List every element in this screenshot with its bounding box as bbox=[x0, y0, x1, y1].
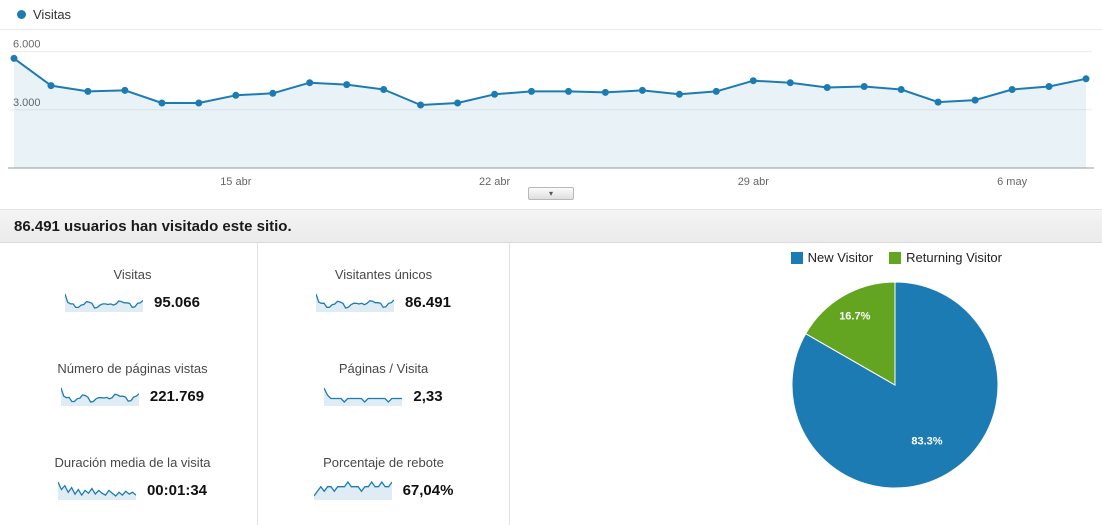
pageviews-sparkline bbox=[60, 387, 139, 406]
metric-label: Número de páginas vistas bbox=[57, 361, 208, 376]
chart-expand-button[interactable]: ▾ bbox=[528, 187, 574, 200]
pie-legend: New Visitor Returning Visitor bbox=[790, 250, 1002, 265]
summary-bar: 86.491 usuarios han visitado este sitio. bbox=[0, 209, 1102, 243]
visits-legend-dot-icon bbox=[17, 10, 26, 19]
metric-label: Páginas / Visita bbox=[338, 361, 429, 376]
visitor-type-pie-block: New Visitor Returning Visitor 83.3% 16.7% bbox=[510, 243, 1102, 492]
svg-text:16.7%: 16.7% bbox=[839, 311, 870, 323]
visits-chart-section: Visitas 3.000 6.000 15 abr 22 abr 29 abr 6 ma… bbox=[0, 0, 1102, 201]
metric-label: Porcentaje de rebote bbox=[323, 455, 444, 470]
metric-label: Visitantes únicos bbox=[334, 267, 433, 282]
metric-pages-per-visit: Páginas / Visita 2,33 bbox=[258, 337, 510, 431]
unique-visitors-sparkline bbox=[316, 293, 395, 312]
new-visitor-swatch-icon bbox=[790, 251, 803, 264]
metric-avg-visit-duration: Duración media de la visita 00:01:34 bbox=[8, 431, 258, 525]
visitor-type-pie-chart: 83.3% 16.7% bbox=[791, 281, 999, 489]
returning-visitor-swatch-icon bbox=[889, 251, 902, 264]
legend-item-returning-visitor: Returning Visitor bbox=[889, 250, 1002, 265]
metric-label: Duración media de la visita bbox=[54, 455, 211, 470]
visits-sparkline bbox=[65, 293, 144, 312]
bounce-rate-sparkline bbox=[313, 480, 392, 500]
metric-unique-visitors: Visitantes únicos 86.491 bbox=[258, 243, 510, 337]
metric-value: 00:01:34 bbox=[146, 481, 208, 499]
chart-legend: Visitas bbox=[0, 0, 1102, 30]
metric-bounce-rate: Porcentaje de rebote 67,04% bbox=[258, 431, 510, 525]
svg-text:29 abr: 29 abr bbox=[738, 176, 770, 188]
metric-value: 86.491 bbox=[405, 293, 451, 311]
metrics-grid: Visitas 95.066 Visitantes únicos 86.491 … bbox=[8, 243, 510, 525]
summary-text: 86.491 usuarios han visitado este sitio. bbox=[14, 218, 292, 235]
metric-pageviews: Número de páginas vistas 221.769 bbox=[8, 337, 258, 431]
new-visitor-label: New Visitor bbox=[807, 250, 874, 265]
svg-text:6.000: 6.000 bbox=[13, 39, 41, 51]
visits-line-chart[interactable]: 3.000 6.000 15 abr 22 abr 29 abr 6 may bbox=[0, 30, 1102, 200]
metric-value: 67,04% bbox=[402, 481, 454, 499]
visits-legend-label: Visitas bbox=[33, 7, 72, 22]
metric-visits: Visitas 95.066 bbox=[8, 243, 258, 337]
metric-value: 221.769 bbox=[149, 387, 205, 405]
returning-visitor-label: Returning Visitor bbox=[906, 250, 1002, 265]
legend-item-new-visitor: New Visitor bbox=[790, 250, 874, 265]
svg-text:83.3%: 83.3% bbox=[911, 435, 942, 447]
svg-text:3.000: 3.000 bbox=[13, 97, 41, 109]
svg-text:22 abr: 22 abr bbox=[479, 176, 511, 188]
pages-per-visit-sparkline bbox=[324, 387, 403, 406]
svg-text:15 abr: 15 abr bbox=[220, 176, 252, 188]
svg-text:6 may: 6 may bbox=[997, 176, 1027, 188]
metric-label: Visitas bbox=[113, 267, 152, 282]
metric-value: 95.066 bbox=[154, 293, 200, 311]
metric-value: 2,33 bbox=[413, 387, 443, 405]
avg-duration-sparkline bbox=[57, 481, 136, 500]
overview-content: Visitas 95.066 Visitantes únicos 86.491 … bbox=[0, 243, 1102, 525]
